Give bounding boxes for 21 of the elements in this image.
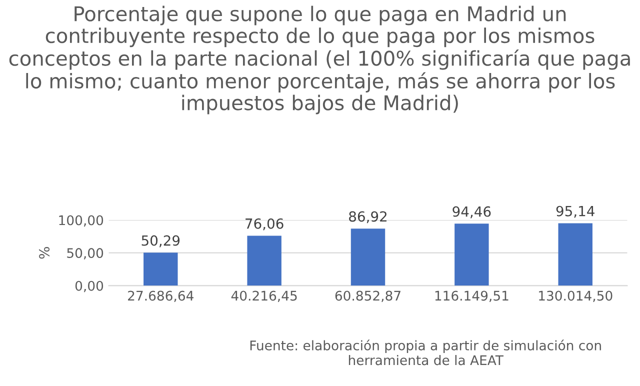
x-tick-label: 27.686,64	[128, 290, 194, 302]
data-label: 76,06	[246, 218, 284, 230]
bar	[144, 252, 178, 286]
bar	[454, 224, 489, 286]
bar	[350, 228, 386, 286]
y-tick-label: 100,00	[59, 215, 104, 227]
x-tick-label: 116.149,51	[435, 290, 508, 302]
bar	[247, 236, 282, 286]
bar	[558, 223, 592, 286]
x-tick-label: 130.014,50	[539, 290, 612, 302]
y-tick-label: 0,00	[75, 280, 104, 292]
data-label: 95,14	[556, 206, 594, 218]
x-tick-label: 60.852,87	[335, 290, 400, 302]
chart-title: Porcentaje que supone lo que paga en Madrid un contribuyente respecto de lo que paga por los mismos conceptos en la parte nacional (el 100% significaría que paga lo mismo; cuanto menor porcentaje, más se ahorra por los impuestos bajos de Madrid)	[9, 6, 630, 114]
source-note: Fuente: elaboración propia a partir de simulación con herramienta de la AEAT	[250, 340, 601, 366]
x-tick-label: 40.216,45	[231, 290, 297, 302]
data-label: 50,29	[142, 235, 180, 248]
data-label: 94,46	[452, 206, 491, 218]
y-axis-title: %	[39, 247, 50, 259]
data-label: 86,92	[349, 211, 386, 224]
y-tick-label: 50,00	[67, 248, 104, 260]
